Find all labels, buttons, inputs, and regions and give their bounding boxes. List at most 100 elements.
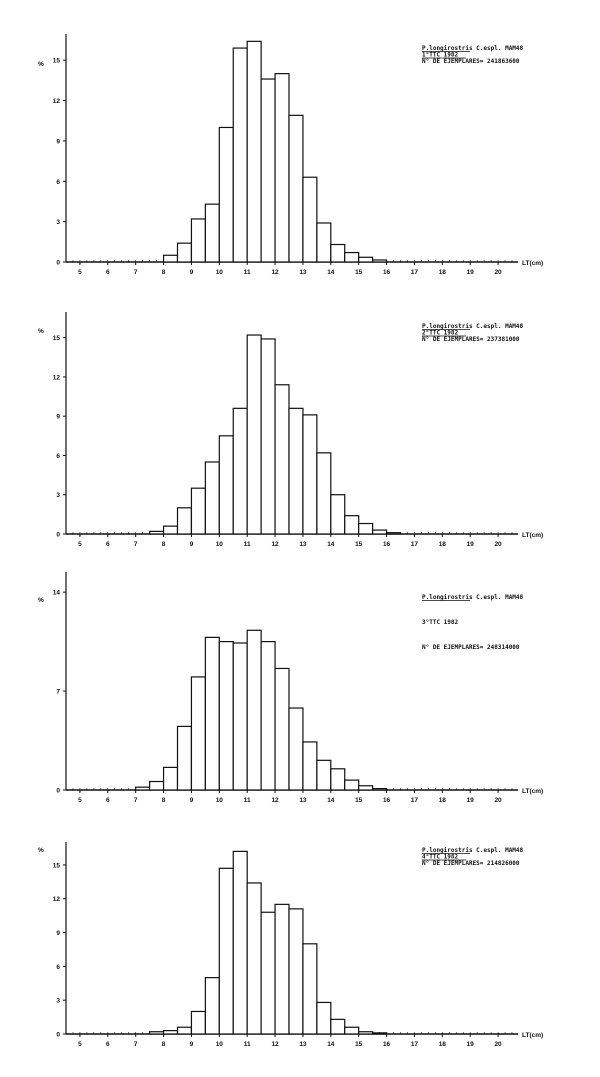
- legend-trimester: 4°TTC 1982: [422, 854, 459, 861]
- histogram-bar: [288, 707, 304, 791]
- histogram-bar: [302, 741, 318, 791]
- x-tick-label: 18: [439, 1041, 447, 1048]
- legend-count: N° DE EJEMPLARES= 237381000: [422, 336, 520, 343]
- histogram-bar: [330, 768, 346, 791]
- histogram-bar: [358, 1031, 374, 1035]
- y-tick-label: 7: [56, 689, 60, 696]
- x-tick-label: 15: [355, 1041, 363, 1048]
- histogram-bar: [316, 452, 332, 535]
- histogram-bar: [274, 384, 290, 535]
- x-tick-label: 17: [411, 1041, 419, 1048]
- legend-count: N° DE EJEMPLARES= 214826000: [422, 860, 520, 867]
- histogram-bar: [204, 461, 220, 535]
- y-tick-label: 15: [53, 862, 61, 869]
- y-tick-label: 6: [56, 964, 60, 971]
- y-tick-label: 12: [53, 98, 61, 105]
- legend-species: P.longirostris C.espl. MAM48: [422, 847, 524, 854]
- histogram-bar: [190, 1010, 206, 1035]
- x-tick-label: 5: [78, 1041, 82, 1048]
- histogram-bar: [302, 414, 318, 535]
- x-tick-label: 16: [383, 269, 391, 276]
- histogram-bar: [274, 667, 290, 791]
- x-tick-label: 14: [327, 541, 335, 548]
- y-tick-label: 9: [56, 138, 60, 145]
- y-tick-label: 3: [56, 219, 60, 226]
- histogram-bar: [218, 435, 234, 535]
- x-tick-label: 6: [106, 269, 110, 276]
- x-tick-label: 11: [244, 541, 251, 548]
- histogram-bar: [260, 338, 276, 535]
- histogram-bar: [190, 487, 206, 535]
- x-tick-label: 7: [134, 1041, 138, 1048]
- x-tick-label: 10: [216, 269, 224, 276]
- histogram-bar: [176, 1026, 193, 1035]
- y-tick-label: 12: [53, 374, 61, 381]
- x-axis-label: LT(cm): [522, 1032, 543, 1039]
- histogram-bar: [176, 507, 193, 535]
- histogram-bar: [232, 850, 248, 1035]
- histogram-bar: [232, 47, 248, 263]
- x-tick-label: 12: [271, 269, 279, 276]
- histogram-bar: [288, 908, 304, 1035]
- x-tick-label: 17: [411, 269, 419, 276]
- x-tick-label: 13: [299, 797, 307, 804]
- histogram-bar: [302, 176, 318, 263]
- y-tick-label: 6: [56, 179, 60, 186]
- y-tick-label: 12: [53, 896, 61, 903]
- histogram-bar: [344, 779, 360, 791]
- histogram-bar: [372, 787, 388, 791]
- histogram-bar: [288, 114, 304, 263]
- x-tick-label: 13: [299, 269, 307, 276]
- y-axis-label: %: [38, 847, 44, 854]
- histogram-bar: [204, 977, 220, 1035]
- legend-count: N° DE EJEMPLARES= 241863600: [422, 58, 520, 65]
- x-tick-label: 6: [106, 797, 110, 804]
- histogram-bar: [260, 640, 276, 791]
- histogram-bar: [344, 251, 360, 263]
- histogram-bar: [372, 529, 388, 535]
- x-tick-label: 8: [162, 269, 166, 276]
- histogram-bar: [162, 254, 179, 263]
- histogram-bar: [260, 911, 276, 1035]
- histogram-bar: [218, 867, 234, 1035]
- histogram-bar: [162, 1030, 179, 1035]
- x-axis-label: LT(cm): [522, 532, 543, 539]
- x-tick-label: 9: [190, 269, 194, 276]
- x-tick-label: 19: [467, 797, 475, 804]
- legend-trimester: 2°TTC 1982: [422, 330, 459, 337]
- x-tick-label: 12: [271, 541, 279, 548]
- x-tick-label: 5: [78, 797, 82, 804]
- histogram-bar: [330, 494, 346, 535]
- chart-panel-2: % 0 3 6 9 12 15 5 6 7 8 9 10 11 12 13 14 15 16 17 18 19 20 LT(c…: [38, 312, 543, 548]
- histogram-bar: [246, 334, 262, 535]
- x-tick-label: 10: [216, 1041, 224, 1048]
- x-tick-label: 19: [467, 1041, 475, 1048]
- histogram-bar: [288, 407, 304, 535]
- chart-panel-1: % 0 3 6 9 12 15 5 6 7 8 9 10 11 12 13 14 15 16 17 18 19 20 LT(c…: [38, 34, 543, 276]
- y-tick-label: 0: [56, 532, 60, 539]
- x-tick-label: 20: [494, 1041, 502, 1048]
- histogram-bar: [316, 759, 332, 791]
- histogram-bar: [246, 629, 262, 791]
- legend-trimester: 3°TTC 1982: [422, 619, 459, 626]
- x-tick-label: 12: [271, 797, 279, 804]
- histogram-bar: [302, 943, 318, 1035]
- histogram-bar: [372, 1032, 388, 1035]
- x-tick-label: 14: [327, 1041, 335, 1048]
- x-axis-label: LT(cm): [522, 260, 543, 267]
- x-tick-label: 15: [355, 541, 363, 548]
- histogram-bar: [204, 636, 220, 791]
- legend-count: N° DE EJEMPLARES= 248314000: [422, 644, 520, 651]
- y-axis-label: %: [38, 597, 44, 604]
- x-tick-label: 20: [494, 269, 502, 276]
- y-tick-label: 15: [53, 335, 61, 342]
- legend-trimester: 1°TTC 1982: [422, 52, 459, 59]
- histogram-bar: [344, 1026, 360, 1035]
- x-tick-label: 15: [355, 797, 363, 804]
- x-tick-label: 5: [78, 269, 82, 276]
- y-tick-label: 6: [56, 453, 60, 460]
- x-axis-label: LT(cm): [522, 788, 543, 795]
- histogram-bar: [316, 1001, 332, 1035]
- x-tick-label: 9: [190, 1041, 194, 1048]
